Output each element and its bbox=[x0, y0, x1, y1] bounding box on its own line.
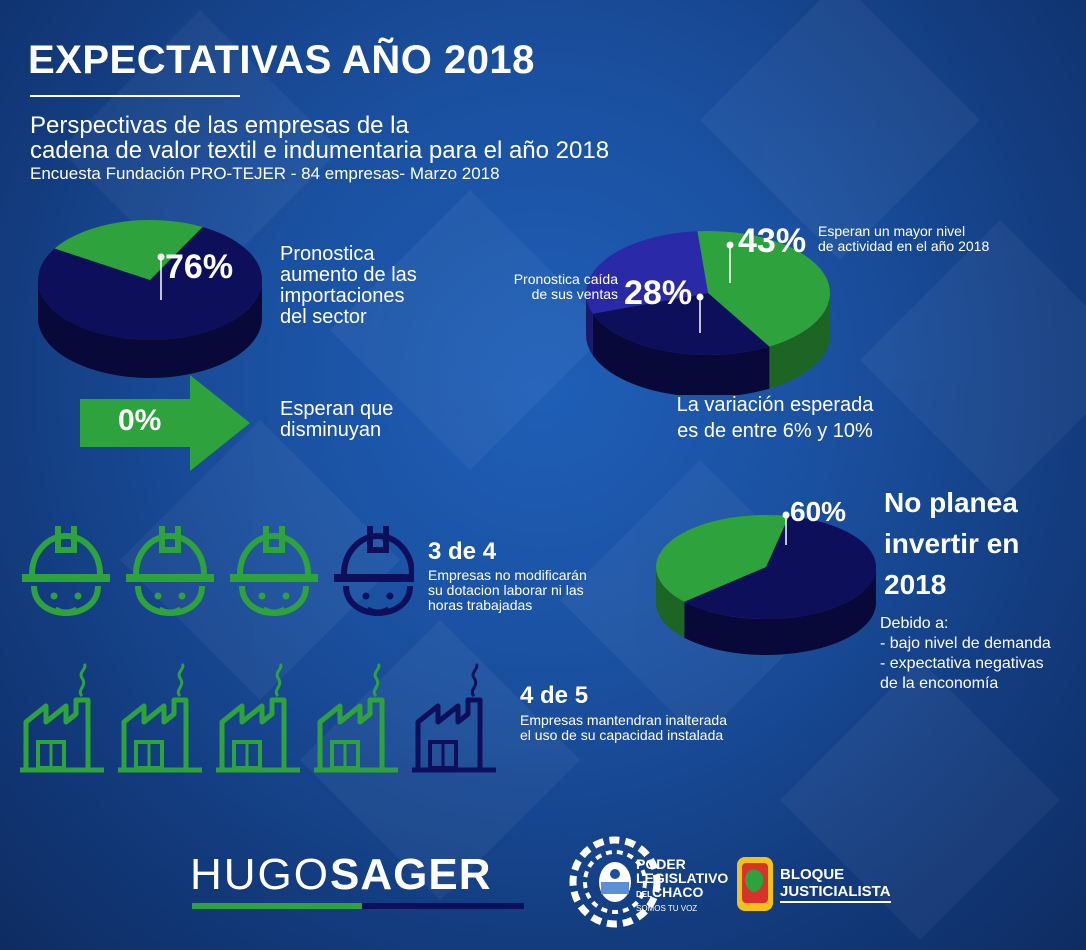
poder-line-4: CHACO bbox=[652, 884, 704, 900]
hugo-sager-logo: HUGOSAGER bbox=[190, 850, 491, 900]
factories-ratio: 4 de 5 bbox=[520, 682, 589, 709]
sales-drop-desc-line-2: de sus ventas bbox=[531, 286, 618, 302]
workers-icons bbox=[22, 526, 414, 616]
poder-legislativo-text: PODER LEGISLATIVO DELCHACO SOMOS TU VOZ bbox=[636, 857, 728, 916]
investment-pct-label: 60% bbox=[790, 496, 847, 527]
logo-sager: SAGER bbox=[330, 850, 492, 899]
pie-activity-marks bbox=[586, 231, 830, 395]
worker-icon bbox=[230, 526, 318, 616]
arrow-desc-line-1: Esperan que bbox=[280, 398, 394, 420]
logo-underline-green bbox=[192, 903, 362, 909]
worker-icon bbox=[334, 526, 414, 616]
title-underline bbox=[30, 95, 240, 97]
arrow-pct-label: 0% bbox=[118, 404, 162, 437]
factory-icon bbox=[118, 662, 202, 773]
imports-pct-label: 76% bbox=[165, 248, 234, 286]
investment-reasons: Debido a: - bajo nivel de demanda - expe… bbox=[880, 614, 1085, 694]
investment-headline-line-2: invertir en bbox=[884, 528, 1020, 559]
factories-marks bbox=[20, 662, 496, 773]
workers-desc-line-3: horas trabajadas bbox=[428, 597, 533, 613]
pie1-imports-rest-slice bbox=[54, 220, 203, 280]
bloque-shield-logo bbox=[737, 857, 773, 911]
pie-imports-marks bbox=[38, 220, 262, 378]
workers-ratio: 3 de 4 bbox=[428, 538, 497, 565]
pie2-caida-28-slice bbox=[586, 231, 708, 314]
reasons-line-1: Debido a: bbox=[880, 615, 949, 632]
worker-icon bbox=[126, 526, 214, 616]
factories-icons bbox=[20, 662, 496, 773]
pie-chart-imports bbox=[38, 220, 262, 378]
pie3-no-invertir-60-slice bbox=[684, 516, 876, 619]
variation-line-2: es de entre 6% y 10% bbox=[677, 420, 873, 442]
factories-desc-line-1: Empresas mantendran inalterada bbox=[520, 712, 728, 728]
arrow-desc-line-2: disminuyan bbox=[280, 419, 382, 441]
bloque-line-2: JUSTICIALISTA bbox=[780, 883, 891, 903]
imports-desc-line-1: Pronostica bbox=[280, 243, 375, 265]
factory-icon bbox=[412, 662, 496, 773]
investment-headline: No planea invertir en 2018 bbox=[884, 482, 1084, 605]
pie3-rest-slice bbox=[656, 515, 789, 602]
worker-icon bbox=[22, 526, 110, 616]
sales-drop-description: Pronostica caída de sus ventas bbox=[500, 272, 618, 302]
factories-desc-line-2: el uso de su capacidad instalada bbox=[520, 727, 724, 743]
workers-desc-line-1: Empresas no modificarán bbox=[428, 567, 587, 583]
factories-description: Empresas mantendran inalterada el uso de… bbox=[520, 713, 780, 743]
pie1-imports-76-side bbox=[38, 280, 262, 378]
pie2-neutral-side bbox=[592, 313, 770, 395]
bloque-line-1: BLOQUE bbox=[780, 866, 845, 883]
sales-drop-pct-label: 28% bbox=[624, 274, 693, 312]
sales-drop-desc-line-1: Pronostica caída bbox=[513, 271, 618, 287]
imports-description: Pronostica aumento de las importaciones … bbox=[280, 244, 500, 328]
pie1-leader-dot bbox=[157, 253, 165, 261]
activity-up-description: Esperan un mayor nivel de actividad en e… bbox=[818, 224, 1058, 254]
pie-chart-activity bbox=[586, 231, 830, 395]
activity-up-desc-line-2: de actividad en el año 2018 bbox=[818, 238, 990, 254]
arrow-description: Esperan que disminuyan bbox=[280, 399, 480, 441]
activity-up-pct-label: 43% bbox=[738, 222, 807, 260]
factory-icon bbox=[314, 662, 398, 773]
bloque-text: BLOQUE JUSTICIALISTA bbox=[780, 866, 891, 903]
subtitle-line-1: Perspectivas de las empresas de la bbox=[30, 112, 409, 139]
pie-chart-investment bbox=[656, 511, 876, 655]
poder-legislativo-seal bbox=[569, 836, 661, 928]
page-title: EXPECTATIVAS AÑO 2018 bbox=[28, 38, 535, 82]
reasons-line-4: de la enconomía bbox=[880, 675, 999, 692]
investment-headline-line-1: No planea bbox=[884, 487, 1018, 518]
imports-desc-line-2: aumento de las bbox=[280, 264, 417, 286]
activity-up-desc-line-1: Esperan un mayor nivel bbox=[818, 223, 966, 239]
poder-line-2: LEGISLATIVO bbox=[636, 870, 729, 886]
poder-slogan: SOMOS TU VOZ bbox=[636, 904, 698, 913]
investment-headline-line-3: 2018 bbox=[884, 569, 947, 600]
pie3-no-invertir-60-side bbox=[684, 567, 876, 655]
factory-icon bbox=[20, 662, 104, 773]
logo-underline-navy bbox=[362, 903, 524, 909]
pie2-caida-28-side bbox=[586, 293, 593, 356]
imports-desc-line-4: del sector bbox=[280, 306, 367, 328]
logo-hugo: HUGO bbox=[190, 850, 330, 899]
variation-note: La variación esperada es de entre 6% y 1… bbox=[650, 392, 900, 444]
survey-source: Encuesta Fundación PRO-TEJER - 84 empres… bbox=[30, 164, 500, 183]
pie2-dot-down bbox=[696, 293, 704, 301]
workers-desc-line-2: su dotacion laborar ni las bbox=[428, 582, 584, 598]
arrow-shape bbox=[80, 375, 250, 471]
imports-desc-line-3: importaciones bbox=[280, 285, 405, 307]
pie2-mayor-43-side bbox=[769, 293, 830, 389]
arrow-decrease bbox=[80, 375, 250, 471]
pie2-neutral-slice bbox=[592, 293, 770, 355]
poder-line-3: DEL bbox=[636, 890, 652, 899]
poder-line-1: PODER bbox=[636, 856, 686, 872]
pie3-rest-side bbox=[656, 567, 685, 638]
pie1-imports-76-slice bbox=[38, 227, 262, 340]
workers-marks bbox=[22, 526, 414, 616]
reasons-line-3: - expectativa negativas bbox=[880, 655, 1044, 672]
factory-icon bbox=[216, 662, 300, 773]
subtitle-line-2: cadena de valor textil e indumentaria pa… bbox=[30, 137, 610, 164]
pie2-dot-up bbox=[726, 241, 734, 249]
workers-description: Empresas no modificarán su dotacion labo… bbox=[428, 568, 658, 613]
pie-investment-marks bbox=[656, 511, 876, 655]
variation-line-1: La variación esperada bbox=[676, 394, 874, 416]
reasons-line-2: - bajo nivel de demanda bbox=[880, 635, 1051, 652]
pie3-leader-dot bbox=[782, 511, 790, 519]
